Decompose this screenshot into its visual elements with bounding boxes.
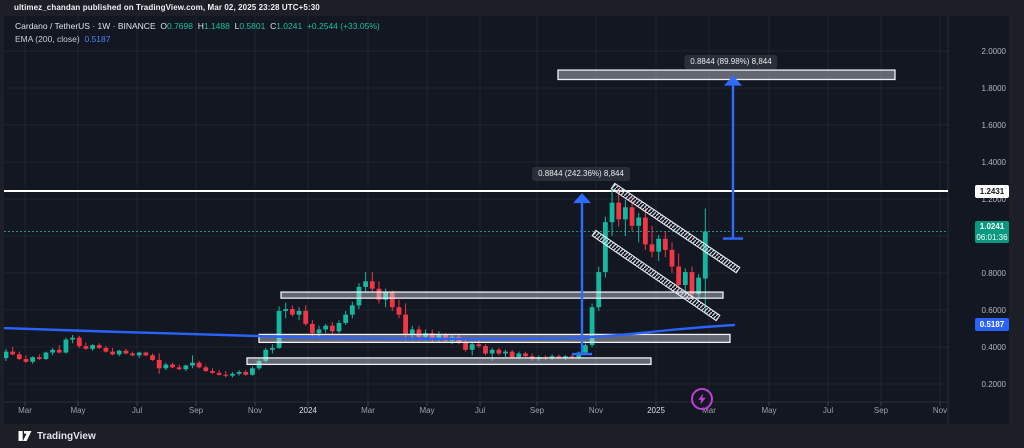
price-axis[interactable] (948, 16, 1009, 402)
high-label: H (197, 21, 204, 31)
tradingview-logo[interactable]: TradingView (18, 429, 96, 443)
low-value: 0.5801 (239, 21, 266, 31)
tradingview-brand: TradingView (37, 430, 96, 442)
ema-value: 0.5187 (84, 34, 111, 44)
symbol-title: Cardano / TetherUS · 1W · BINANCE (15, 21, 156, 31)
change-value: +0.2544 (+33.05%) (306, 21, 380, 31)
last-price-value: 1.0241 (979, 222, 1005, 231)
hline-price-label: 1.2431 (975, 185, 1009, 198)
low-label: L (234, 21, 240, 31)
legend-row-symbol: Cardano / TetherUS · 1W · BINANCE O0.769… (15, 20, 380, 33)
attribution-bar: ultimez_chandan published on TradingView… (0, 0, 1024, 16)
ema-price-label: 0.5187 (975, 318, 1009, 331)
close-label: C (270, 21, 277, 31)
footer-bar: TradingView (0, 424, 1024, 448)
close-value: 1.0241 (276, 21, 303, 31)
last-price-label: 1.0241 06:01:36 (975, 221, 1009, 243)
legend-row-ema: EMA (200, close) 0.5187 (15, 33, 380, 46)
open-label: O (160, 21, 167, 31)
open-value: 0.7698 (166, 21, 193, 31)
chart-plot-area[interactable] (4, 16, 1009, 424)
attribution-text: ultimez_chandan published on TradingView… (14, 3, 320, 12)
lightning-icon (698, 393, 706, 405)
tradingview-logo-icon (18, 431, 32, 441)
reaction-badge[interactable] (691, 388, 713, 410)
ema-label: EMA (200, close) (15, 34, 80, 44)
time-axis[interactable] (4, 402, 948, 424)
symbol-legend: Cardano / TetherUS · 1W · BINANCE O0.769… (15, 20, 380, 46)
high-value: 1.1488 (203, 21, 230, 31)
bar-countdown: 06:01:36 (976, 233, 1008, 242)
